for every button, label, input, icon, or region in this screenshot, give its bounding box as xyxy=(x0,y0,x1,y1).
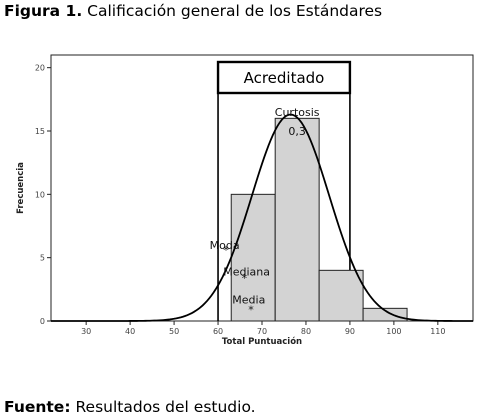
x-tick-label: 70 xyxy=(257,327,267,336)
stat-marker: * xyxy=(242,272,248,285)
annotation-label: Moda xyxy=(210,239,240,252)
region-label: Acreditado xyxy=(244,69,325,87)
source-label: Fuente: xyxy=(4,398,71,416)
x-tick-label: 100 xyxy=(386,327,401,336)
x-tick-label: 80 xyxy=(301,327,311,336)
region-label-box xyxy=(216,60,352,95)
x-tick-label: 40 xyxy=(125,327,135,336)
y-tick-label: 5 xyxy=(40,254,45,263)
source-text: Resultados del estudio. xyxy=(75,398,256,416)
annotation-label: 0,3 xyxy=(288,125,306,138)
figure-caption: Calificación general de los Estándares xyxy=(87,2,383,20)
histogram-bar-2 xyxy=(274,117,320,322)
histogram-bar-3 xyxy=(318,269,364,322)
x-tick-label: 30 xyxy=(81,327,91,336)
y-tick-label: 20 xyxy=(35,64,45,73)
x-tick-label: 60 xyxy=(213,327,223,336)
y-tick-label: 10 xyxy=(35,190,45,199)
x-tick-label: 50 xyxy=(169,327,179,336)
x-tick-label: 90 xyxy=(345,327,355,336)
figure-label: Figura 1. xyxy=(4,2,83,20)
annotation-label: Curtosis xyxy=(275,106,320,119)
stat-marker: * xyxy=(223,244,229,257)
x-axis-label: Total Puntuación xyxy=(222,336,302,347)
normal-curve xyxy=(51,113,473,322)
annotation-label: Mediana xyxy=(223,266,270,279)
y-tick-label: 15 xyxy=(35,127,45,136)
stat-marker: * xyxy=(248,304,254,317)
source-note: Fuente: Resultados del estudio. xyxy=(4,398,256,416)
y-tick-label: 0 xyxy=(40,317,45,326)
y-axis-label: Frecuencia xyxy=(16,162,26,214)
figure-title: Figura 1. Calificación general de los Es… xyxy=(4,2,382,20)
histogram-bar-4 xyxy=(362,307,408,322)
x-tick-label: 110 xyxy=(430,327,445,336)
annotation-label: Media xyxy=(232,293,265,306)
